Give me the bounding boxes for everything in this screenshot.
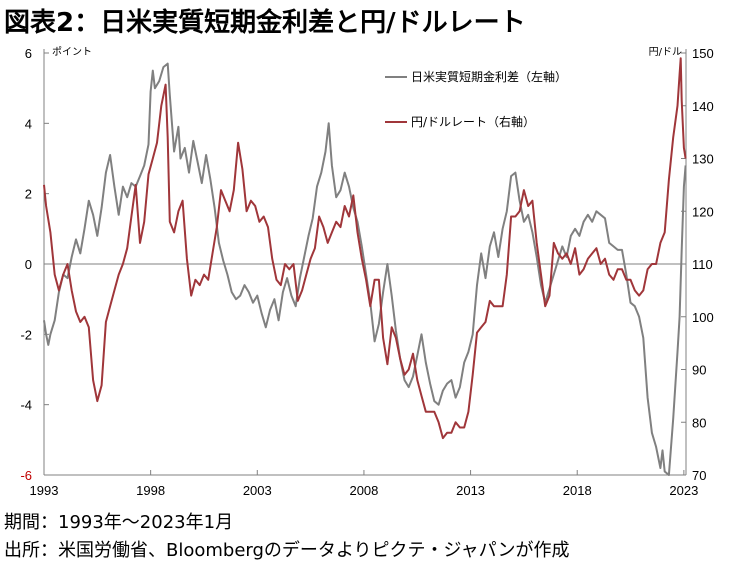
- chart-title: 図表2：日米実質短期金利差と円/ドルレート: [4, 8, 526, 38]
- left-tick-label: -6: [20, 468, 32, 483]
- left-tick-label: 2: [25, 187, 32, 202]
- x-tick-label: 2023: [669, 483, 698, 498]
- right-tick-label: 140: [692, 99, 714, 114]
- left-tick-label: 4: [25, 116, 32, 131]
- x-tick-label: 2008: [349, 483, 378, 498]
- right-tick-label: 130: [692, 152, 714, 167]
- right-tick-label: 150: [692, 46, 714, 61]
- right-tick-label: 110: [692, 257, 713, 272]
- series-layer: [43, 57, 687, 476]
- x-tick-label: 1993: [30, 483, 59, 498]
- series-line-usdjpy: [43, 57, 687, 440]
- left-tick-label: -2: [20, 327, 32, 342]
- x-tick-label: 1998: [136, 483, 165, 498]
- left-tick-label: 0: [25, 257, 32, 272]
- series-line-rate-spread: [43, 62, 687, 476]
- right-tick-label: 90: [692, 363, 706, 378]
- chart-svg: 6 4 2 0 -2 -4 -6 150 140 130 120 110 100 90 80 70 1993 19…: [20, 46, 713, 498]
- x-tick-label: 2018: [563, 483, 592, 498]
- left-tick-label: -4: [20, 398, 32, 413]
- axes-layer: 6 4 2 0 -2 -4 -6 150 140 130 120 110 100 90 80 70 1993 19…: [20, 46, 713, 498]
- right-tick-label: 80: [692, 415, 706, 430]
- right-axis-unit: 円/ドル: [649, 47, 682, 58]
- footer-period: 期間：1993年～2023年1月: [4, 512, 234, 533]
- x-tick-label: 2013: [456, 483, 485, 498]
- legend: 日米実質短期金利差（左軸） 円/ドルレート（右軸）: [385, 69, 567, 129]
- legend-label: 円/ドルレート（右軸）: [411, 114, 535, 129]
- footer-source: 出所：米国労働省、Bloombergのデータよりピクテ・ジャパンが作成: [4, 540, 570, 561]
- legend-label: 日米実質短期金利差（左軸）: [411, 69, 567, 84]
- right-tick-label: 100: [692, 310, 714, 325]
- left-axis-unit: ポイント: [52, 46, 92, 58]
- right-tick-label: 70: [692, 468, 706, 483]
- x-tick-label: 2003: [243, 483, 272, 498]
- right-tick-label: 120: [692, 204, 714, 219]
- left-tick-label: 6: [25, 46, 32, 61]
